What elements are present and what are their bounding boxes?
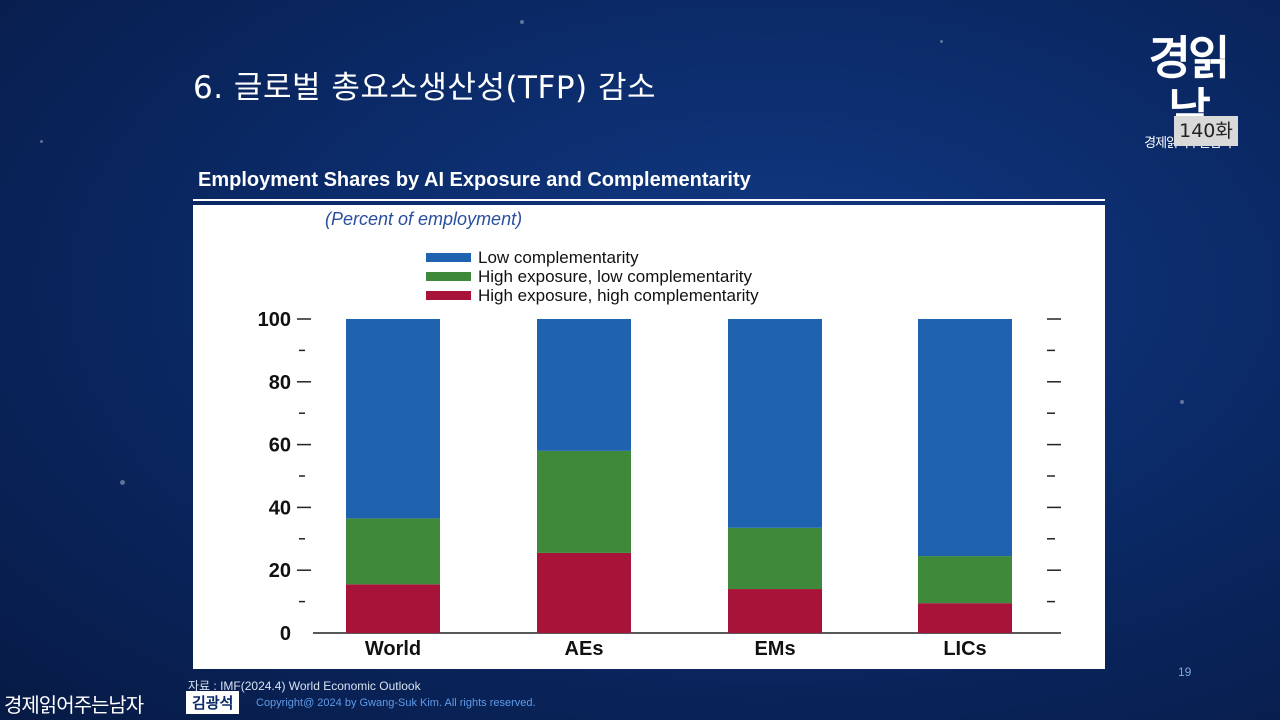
bar-segment (728, 319, 822, 528)
sparkle (40, 140, 43, 143)
bar-segment (918, 319, 1012, 557)
chart-title: Employment Shares by AI Exposure and Com… (198, 169, 751, 191)
stacked-bar-chart: (Percent of employment) Low complementar… (258, 209, 1061, 660)
bar-segment (728, 589, 822, 633)
source-note: 자료 : IMF(2024.4) World Economic Outlook (188, 679, 421, 693)
y-tick-label: 80 (269, 372, 291, 394)
bar-segment (537, 319, 631, 451)
sparkle (1180, 400, 1184, 404)
x-tick-label: LICs (943, 638, 986, 660)
legend-label: Low complementarity (478, 248, 639, 267)
bar-segment (537, 450, 631, 553)
y-tick-label: 20 (269, 560, 291, 582)
sparkle (940, 40, 943, 43)
legend-swatch (426, 272, 471, 281)
bar-segment (918, 556, 1012, 604)
slide-title: 6. 글로벌 총요소생산성(TFP) 감소 (193, 70, 657, 106)
title-divider (193, 199, 1105, 201)
y-tick-label: 100 (258, 309, 291, 331)
bar-segment (346, 319, 440, 519)
footer-copyright: Copyright@ 2024 by Gwang-Suk Kim. All ri… (256, 697, 536, 709)
bar-segment (346, 584, 440, 633)
y-tick-label: 0 (280, 623, 291, 645)
y-tick-label: 60 (269, 435, 291, 457)
page-number: 19 (1178, 665, 1192, 679)
chart-panel: (Percent of employment) Low complementar… (193, 205, 1105, 669)
logo-main-text: 경읽남 (1148, 31, 1231, 137)
footer-brand: 경제읽어주는남자 (4, 693, 144, 717)
sparkle (520, 20, 524, 24)
bar-segment (728, 527, 822, 590)
legend-swatch (426, 253, 471, 262)
bars (346, 319, 1012, 633)
x-tick-label: World (365, 638, 421, 660)
y-tick-label: 40 (269, 497, 291, 519)
bar-segment (346, 518, 440, 585)
legend-swatch (426, 291, 471, 300)
x-tick-label: EMs (754, 638, 795, 660)
bar-segment (537, 552, 631, 633)
episode-badge: 140화 (1174, 116, 1238, 146)
chart-subtitle: (Percent of employment) (325, 209, 522, 229)
sparkle (120, 480, 125, 485)
legend-label: High exposure, high complementarity (478, 286, 759, 305)
bar-segment (918, 603, 1012, 633)
legend-label: High exposure, low complementarity (478, 267, 753, 286)
x-tick-label: AEs (565, 638, 604, 660)
x-axis-labels: World AEs EMs LICs (365, 638, 987, 660)
footer-author: 김광석 (186, 691, 240, 714)
